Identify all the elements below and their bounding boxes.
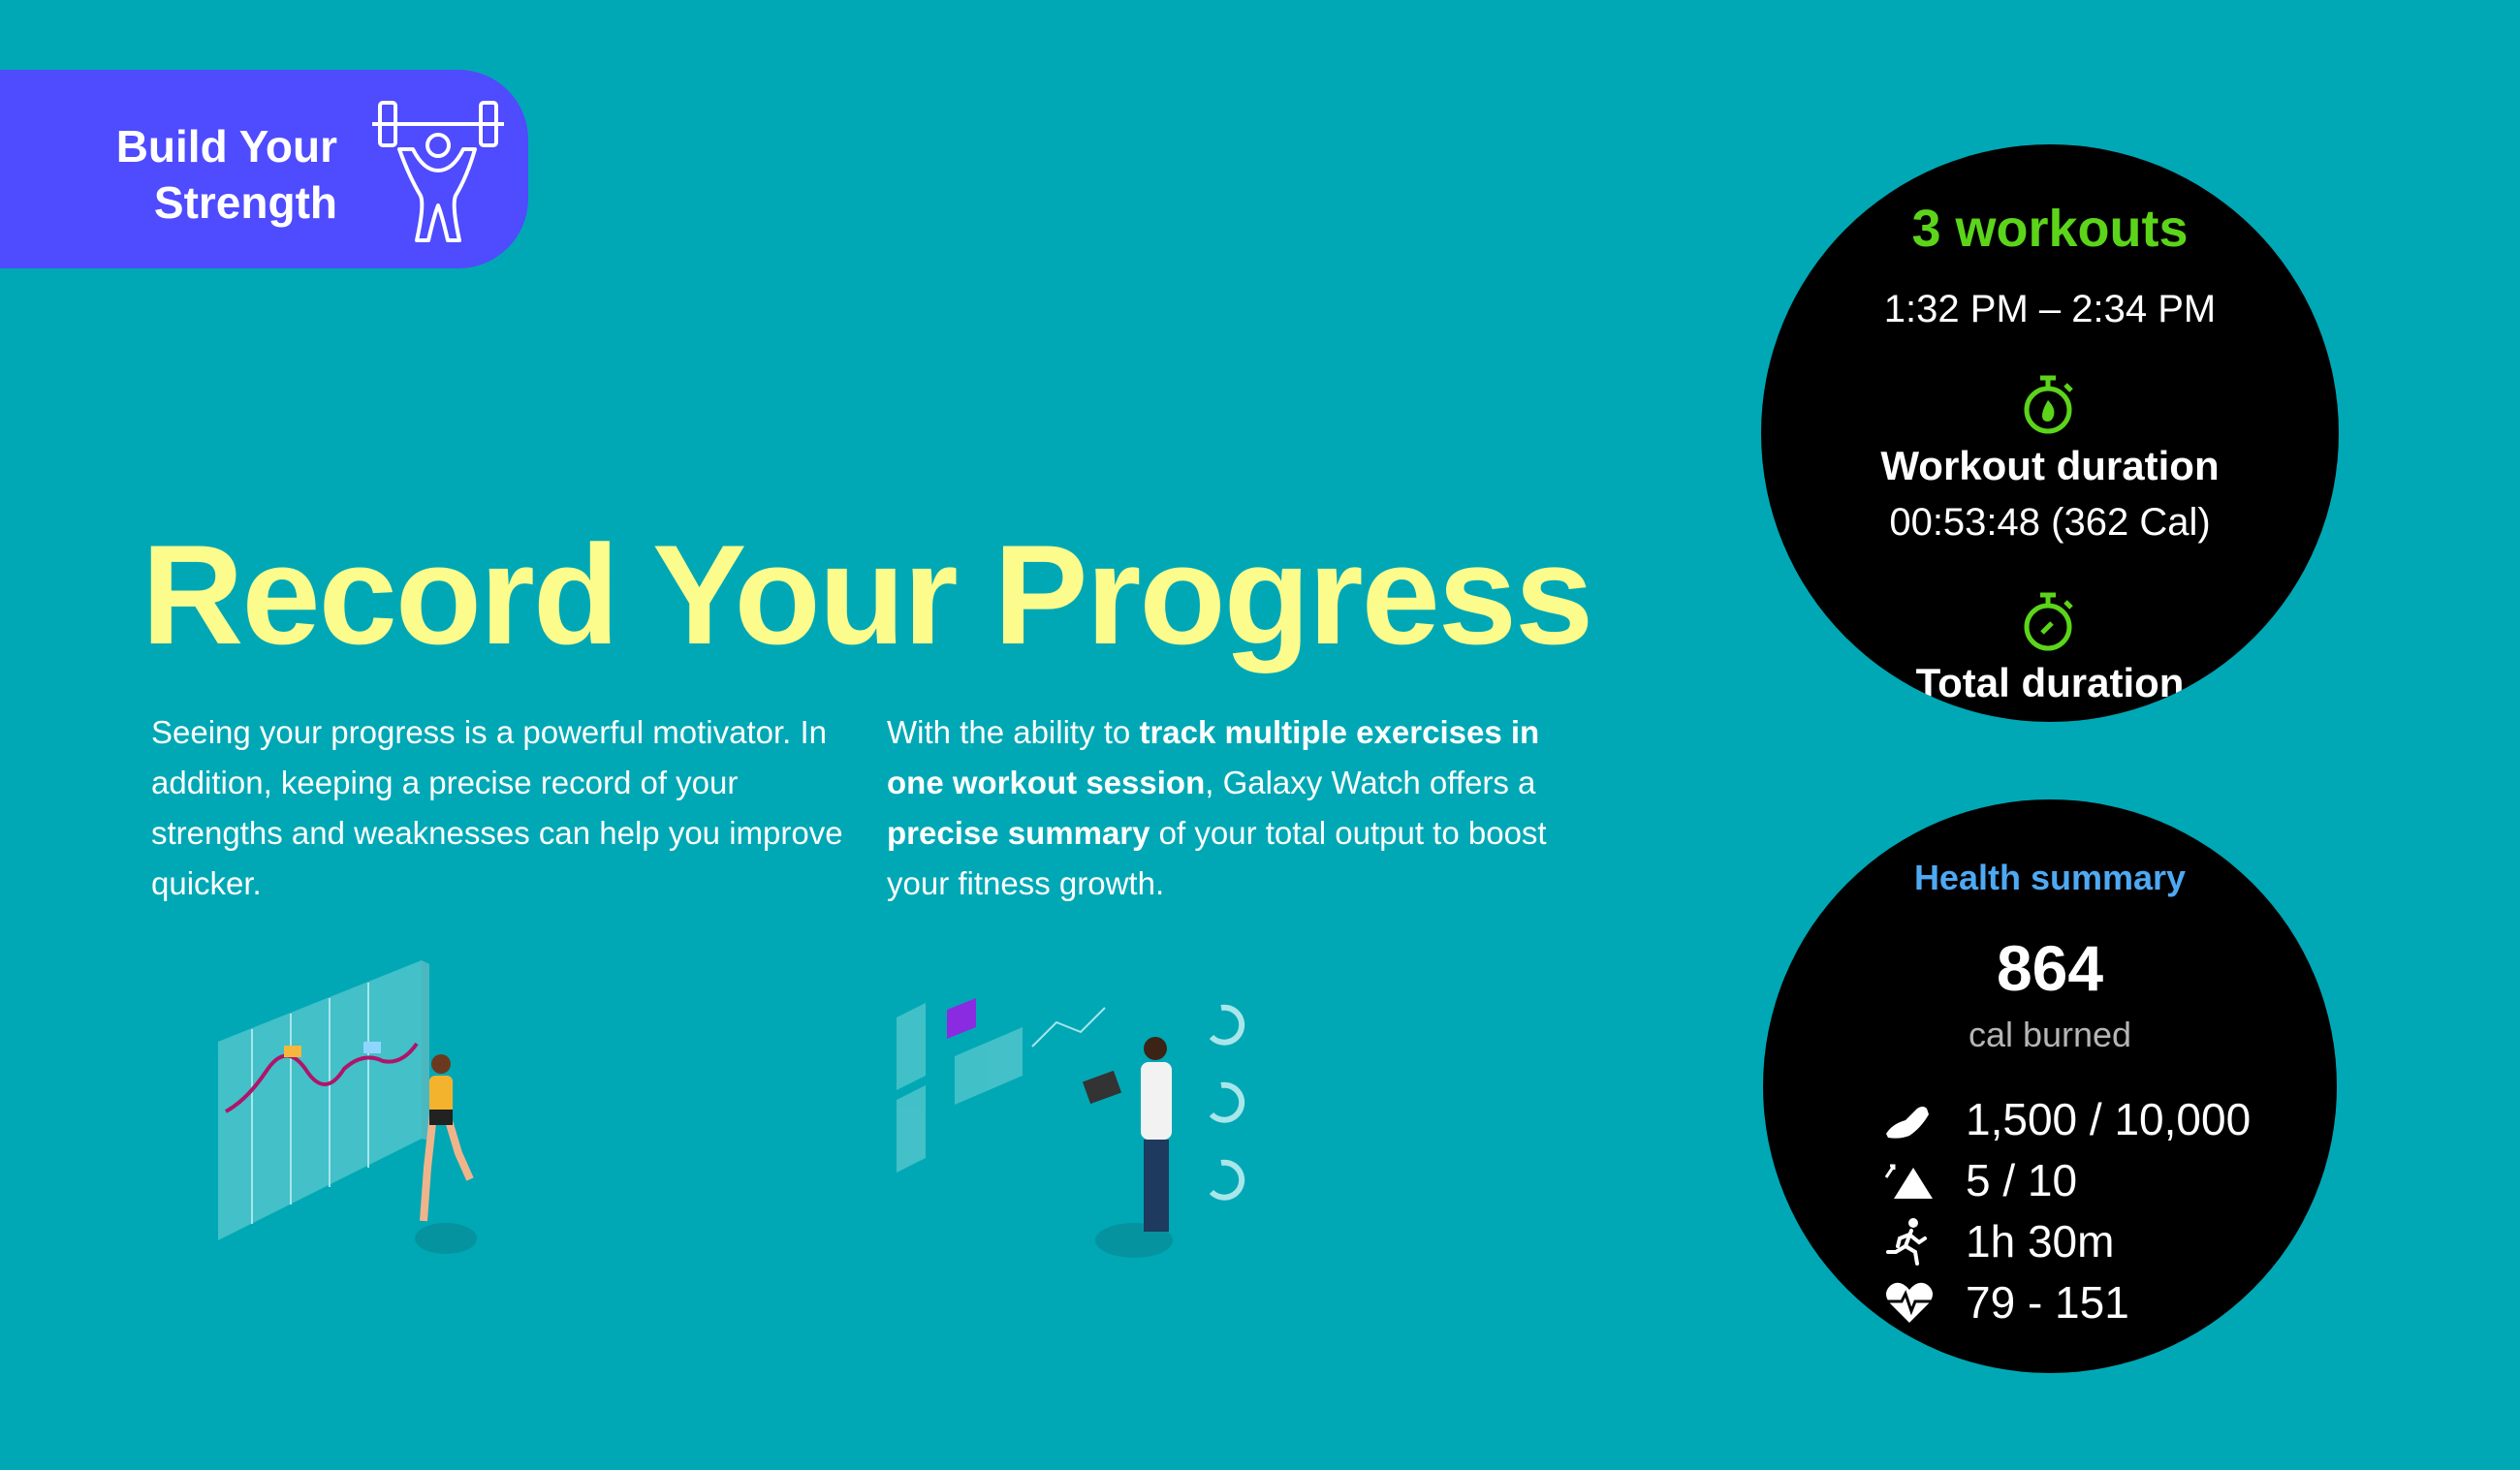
workout-summary-watch-screen: 3 workouts 1:32 PM – 2:34 PM Workout dur…	[1761, 144, 2339, 722]
workout-time-range: 1:32 PM – 2:34 PM	[1883, 288, 2217, 330]
text: With the ability to	[887, 714, 1140, 750]
bold-text: precise summary	[887, 815, 1150, 851]
text: , Galaxy Watch offers a	[1205, 765, 1536, 800]
calories-burned-label: cal burned	[1968, 1015, 2132, 1054]
banner-text: Build Your Strength	[116, 118, 337, 231]
workout-count: 3 workouts	[1911, 200, 2189, 258]
workout-duration-label: Workout duration	[1880, 443, 2220, 488]
workout-duration-value: 00:53:48 (362 Cal)	[1889, 501, 2211, 544]
runner-chart-illustration	[218, 960, 477, 1254]
health-summary-watch-screen: Health summary 864 cal burned 1,500 / 10…	[1763, 799, 2337, 1373]
steps-value: 1,500 / 10,000	[1966, 1094, 2252, 1144]
build-strength-banner: Build Your Strength	[0, 70, 528, 268]
analyst-dashboard-illustration	[897, 998, 1245, 1258]
floors-climbed-icon	[1884, 1164, 1933, 1199]
heart-rate-value: 79 - 151	[1966, 1277, 2129, 1328]
text: of your total output to boost your fitne…	[887, 815, 1547, 901]
summary-paragraph: With the ability to track multiple exerc…	[887, 707, 1585, 909]
calories-burned-value: 864	[1996, 932, 2104, 1004]
total-duration-label: Total duration	[1915, 660, 2185, 705]
stopwatch-flame-icon	[2024, 375, 2073, 434]
running-icon	[1886, 1218, 1927, 1266]
floors-value: 5 / 10	[1966, 1155, 2078, 1205]
banner-line-1: Build Your	[115, 121, 337, 172]
intro-paragraph: Seeing your progress is a powerful motiv…	[151, 714, 843, 901]
page-title: Record Your Progress	[142, 516, 1593, 673]
stopwatch-icon	[2024, 592, 2073, 651]
weightlifter-icon	[372, 101, 504, 242]
health-summary-title: Health summary	[1913, 858, 2187, 897]
bold-text: track multiple exercises in one workout …	[887, 714, 1540, 800]
heart-rate-icon	[1886, 1282, 1933, 1323]
banner-line-2: Strength	[153, 177, 337, 228]
shoe-icon	[1886, 1107, 1929, 1139]
active-time-value: 1h 30m	[1966, 1216, 2115, 1267]
